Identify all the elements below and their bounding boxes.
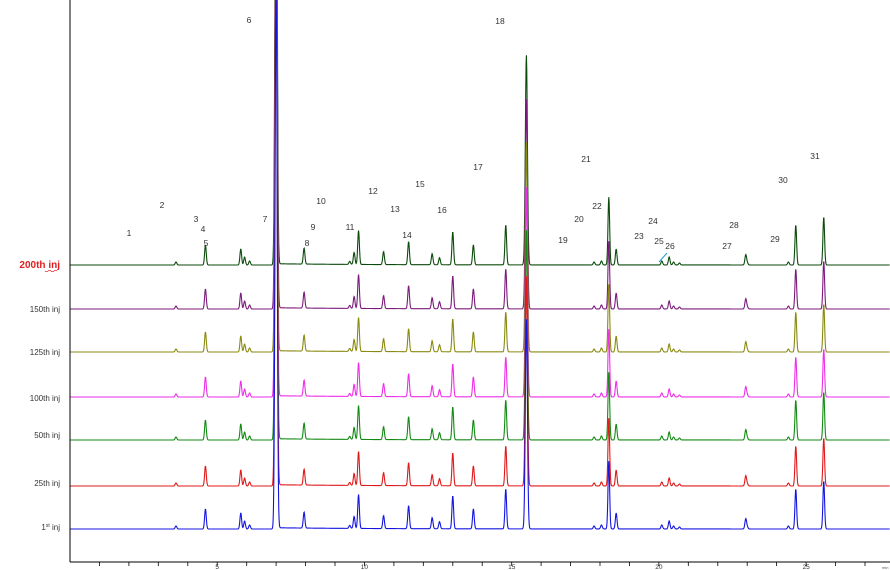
peak-label-24: 24 (648, 216, 658, 226)
trace-1st-inj (70, 0, 890, 530)
x-tick-label: 10 (361, 564, 369, 570)
x-tick-label: 20 (655, 564, 663, 570)
peak-label-8: 8 (305, 238, 310, 248)
x-tick-label: 15 (508, 564, 516, 570)
peak-label-4: 4 (201, 224, 206, 234)
peak-label-31: 31 (810, 151, 820, 161)
x-axis-unit: min (882, 565, 888, 570)
peak-label-18: 18 (495, 16, 505, 26)
peak-label-6: 6 (247, 15, 252, 25)
peak-label-16: 16 (437, 205, 447, 215)
trace-125th-inj (70, 0, 890, 353)
trace-25th-inj (70, 0, 890, 487)
peak-label-12: 12 (368, 186, 378, 196)
peak-labels: 1234567891011121314151617181920212223242… (127, 15, 820, 263)
injection-label: 125th inj (30, 348, 60, 357)
trace-150th-inj (70, 0, 890, 310)
peak-label-19: 19 (558, 235, 568, 245)
injection-label-text: inj (50, 523, 60, 532)
peak-26-pointer (658, 252, 668, 263)
injection-label: 200th inj (19, 260, 60, 271)
highlight-squiggle (44, 269, 58, 273)
injection-label: 1st inj (41, 523, 60, 532)
axes (69, 0, 890, 563)
trace-200th-inj (70, 0, 890, 266)
chromatogram-traces (70, 0, 890, 530)
peak-label-7: 7 (263, 214, 268, 224)
peak-label-5: 5 (204, 238, 209, 248)
peak-label-13: 13 (390, 204, 400, 214)
injection-label-suffix: st (46, 523, 51, 529)
injection-label: 50th inj (34, 431, 60, 440)
injection-label: 25th inj (34, 479, 60, 488)
peak-label-10: 10 (316, 196, 326, 206)
peak-label-30: 30 (778, 175, 788, 185)
injection-label: 150th inj (30, 305, 60, 314)
peak-label-3: 3 (194, 214, 199, 224)
injection-label-number: 1 (41, 523, 46, 532)
peak-label-21: 21 (581, 154, 591, 164)
peak-label-25: 25 (654, 236, 664, 246)
peak-label-29: 29 (770, 234, 780, 244)
injection-label: 100th inj (30, 394, 60, 403)
peak-label-20: 20 (574, 214, 584, 224)
peak-label-14: 14 (402, 230, 412, 240)
peak-label-1: 1 (127, 228, 132, 238)
x-axis-ticks: 5 10 15 20 25 (99, 562, 866, 570)
peak-label-23: 23 (634, 231, 644, 241)
peak-label-15: 15 (415, 179, 425, 189)
peak-label-2: 2 (160, 200, 165, 210)
peak-label-17: 17 (473, 162, 483, 172)
peak-label-11: 11 (346, 222, 355, 232)
x-tick-label: 25 (802, 564, 810, 570)
trace-100th-inj (70, 0, 890, 398)
peak-label-9: 9 (311, 222, 316, 232)
peak-label-26: 26 (665, 241, 675, 251)
peak-label-28: 28 (729, 220, 739, 230)
trace-50th-inj (70, 0, 890, 441)
peak-label-22: 22 (592, 201, 602, 211)
peak-label-27: 27 (722, 241, 732, 251)
x-tick-label: 5 (215, 564, 219, 570)
